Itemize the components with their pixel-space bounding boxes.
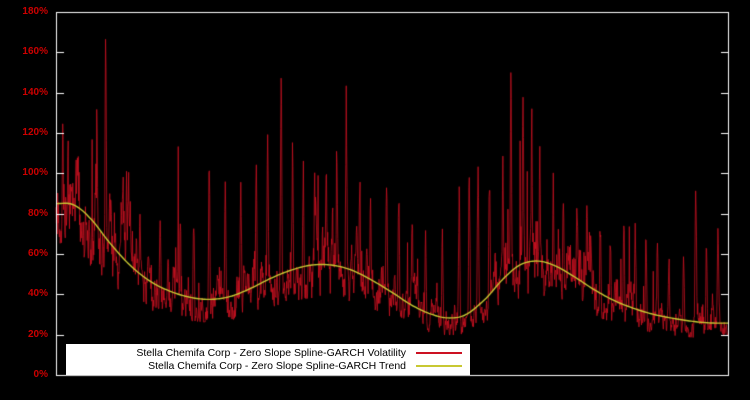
legend-label-trend: Stella Chemifa Corp - Zero Slope Spline-…	[148, 359, 406, 372]
y-axis-tick-label: 140%	[22, 87, 48, 98]
legend-line-sample-volatility	[416, 351, 462, 354]
legend-entry-trend: Stella Chemifa Corp - Zero Slope Spline-…	[74, 359, 462, 372]
y-axis-tick-label: 180%	[22, 6, 48, 17]
y-axis-tick-label: 60%	[27, 248, 48, 259]
legend-entry-volatility: Stella Chemifa Corp - Zero Slope Spline-…	[74, 346, 462, 359]
y-axis-tick-label: 160%	[22, 46, 48, 57]
y-axis-tick-label: 20%	[27, 329, 48, 340]
legend: Stella Chemifa Corp - Zero Slope Spline-…	[66, 344, 470, 375]
y-axis-tick-label: 80%	[27, 208, 48, 219]
legend-label-volatility: Stella Chemifa Corp - Zero Slope Spline-…	[136, 346, 406, 359]
y-axis-tick-label: 100%	[22, 167, 48, 178]
y-axis-tick-label: 40%	[27, 288, 48, 299]
y-axis-tick-label: 0%	[33, 369, 48, 380]
legend-line-sample-trend	[416, 364, 462, 367]
y-axis-tick-label: 120%	[22, 127, 48, 138]
